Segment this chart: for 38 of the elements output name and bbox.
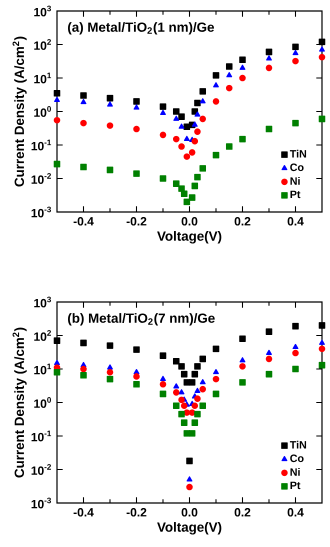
x-axis-title: Voltage(V) (157, 522, 222, 535)
y-axis-title: Current Density (A/cm$^{2}$) (12, 36, 27, 186)
y-tick-label: 10$^{-1}$ (32, 430, 52, 442)
text: (a) Metal/TiO$_{2}$(1 nm)/Ge (68, 22, 214, 35)
x-axis-title: Voltage(V) (157, 231, 222, 244)
x-tick-label: 0.0 (182, 217, 198, 226)
x-tick-label: -0.4 (74, 217, 94, 226)
y-tick-label: 10$^{0}$ (34, 397, 51, 408)
legend-label: Co (290, 454, 304, 462)
y-tick-label: 10$^{-3}$ (32, 498, 51, 508)
y-tick-label: 10$^{2}$ (34, 39, 51, 50)
y-tick-label: 10$^{-2}$ (32, 173, 51, 184)
x-tick-label: -0.2 (126, 217, 146, 226)
legend-label: TiN (290, 150, 306, 158)
y-tick-label: 10$^{3}$ (34, 6, 51, 16)
x-tick-label: 0.4 (288, 508, 304, 517)
legend-label: Pt (290, 190, 300, 198)
y-tick-label: 10$^{1}$ (34, 364, 52, 374)
text: (b) Metal/TiO$_{2}$(7 nm)/Ge (68, 313, 215, 326)
legend-label: Ni (290, 176, 300, 185)
y-tick-label: 10$^{0}$ (34, 106, 51, 117)
legend-label: Pt (290, 482, 300, 490)
x-tick-label: -0.4 (74, 508, 94, 517)
legend-label: Co (290, 164, 304, 172)
x-tick-label: 0.2 (234, 508, 250, 517)
y-tick-label: 10$^{1}$ (34, 72, 52, 84)
legend-label: Ni (290, 468, 300, 476)
x-tick-label: -0.2 (126, 508, 146, 517)
y-tick-label: 10$^{-3}$ (32, 206, 51, 218)
x-tick-label: 0.0 (182, 508, 198, 517)
y-tick-label: 10$^{-1}$ (32, 140, 52, 150)
y-axis-title: Current Density (A/cm$^{2}$) (12, 328, 27, 478)
y-tick-label: 10$^{2}$ (34, 330, 51, 341)
y-tick-label: 10$^{3}$ (34, 296, 51, 308)
y-tick-label: 10$^{-2}$ (32, 464, 51, 475)
x-tick-label: 0.2 (234, 217, 250, 226)
legend-label: TiN (290, 440, 306, 449)
x-tick-label: 0.4 (288, 217, 304, 226)
